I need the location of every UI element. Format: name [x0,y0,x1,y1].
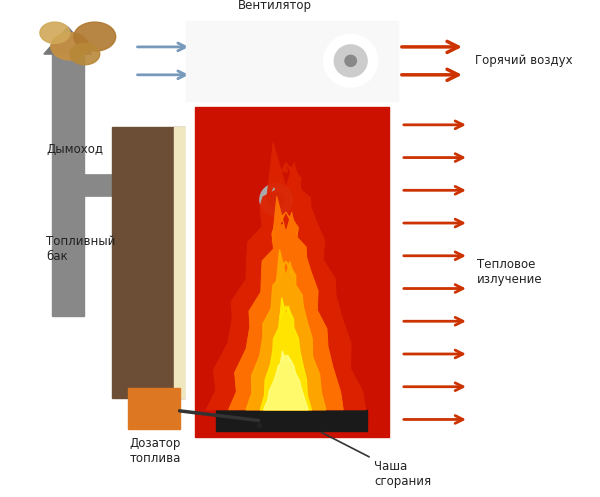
Text: Чаша
сгорания: Чаша сгорания [322,432,431,488]
Text: Горячий воздух: Горячий воздух [475,54,572,68]
Circle shape [335,45,367,77]
Bar [84,174,194,196]
Ellipse shape [51,33,89,60]
Bar [217,410,367,431]
Circle shape [260,184,292,215]
Text: Тепловое
излучение: Тепловое излучение [477,258,542,286]
Circle shape [325,36,377,86]
Bar [187,22,397,99]
Circle shape [345,55,356,67]
Polygon shape [260,298,311,410]
Circle shape [268,192,284,207]
Text: Дымоход: Дымоход [46,143,103,156]
Polygon shape [206,143,365,410]
Ellipse shape [70,43,100,65]
Bar [112,127,190,398]
Bar [52,54,84,316]
Bar [173,127,190,398]
Bar [187,99,397,445]
Bar [128,389,179,429]
Polygon shape [263,351,308,410]
Text: Топливный
бак: Топливный бак [46,235,115,263]
Text: Вентилятор: Вентилятор [238,0,312,12]
Polygon shape [246,249,326,410]
Ellipse shape [74,22,116,51]
Polygon shape [229,196,343,410]
Polygon shape [44,27,92,54]
Text: Дозатор
топлива: Дозатор топлива [130,437,181,465]
Bar [194,107,389,437]
Ellipse shape [40,22,70,43]
